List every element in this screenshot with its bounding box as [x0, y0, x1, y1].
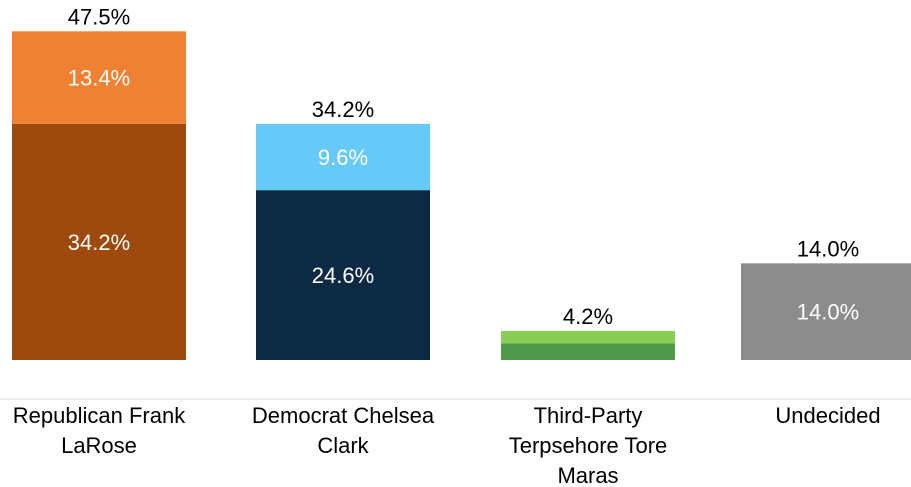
category-label-4-line-1: Undecided	[775, 403, 880, 428]
category-label-2-line-1: Democrat Chelsea	[252, 403, 435, 428]
segment-label-1-2: 13.4%	[68, 66, 130, 91]
bar-segment-2-1	[256, 190, 430, 360]
category-label-2-line-2: Clark	[317, 433, 369, 458]
bars-layer	[0, 31, 911, 400]
bar-segment-3-1	[501, 343, 675, 360]
category-label-1-line-2: LaRose	[61, 433, 137, 458]
category-label-3-line-1: Third-Party	[534, 403, 643, 428]
total-label-1: 47.5%	[68, 4, 130, 29]
bar-segment-1-1	[12, 123, 186, 360]
segment-label-2-2: 9.6%	[318, 145, 368, 170]
category-label-1-line-1: Republican Frank	[13, 403, 186, 428]
bar-segment-2-2	[256, 123, 430, 191]
total-label-2: 34.2%	[312, 97, 374, 122]
bar-segment-4-1	[741, 263, 911, 360]
category-label-3-line-3: Maras	[557, 463, 618, 487]
bar-segment-1-2	[12, 31, 186, 124]
total-label-3: 4.2%	[563, 304, 613, 329]
category-label-3-line-2: Terpsehore Tore	[509, 433, 668, 458]
segment-label-1-1: 34.2%	[68, 230, 130, 255]
labels-layer: 34.2% 13.4% 47.5% Republican Frank LaRose 24.…	[13, 4, 881, 487]
bar-segment-3-2	[501, 330, 675, 344]
total-label-4: 14.0%	[797, 236, 859, 261]
segment-label-4-1: 14.0%	[797, 300, 859, 325]
segment-label-2-1: 24.6%	[312, 263, 374, 288]
